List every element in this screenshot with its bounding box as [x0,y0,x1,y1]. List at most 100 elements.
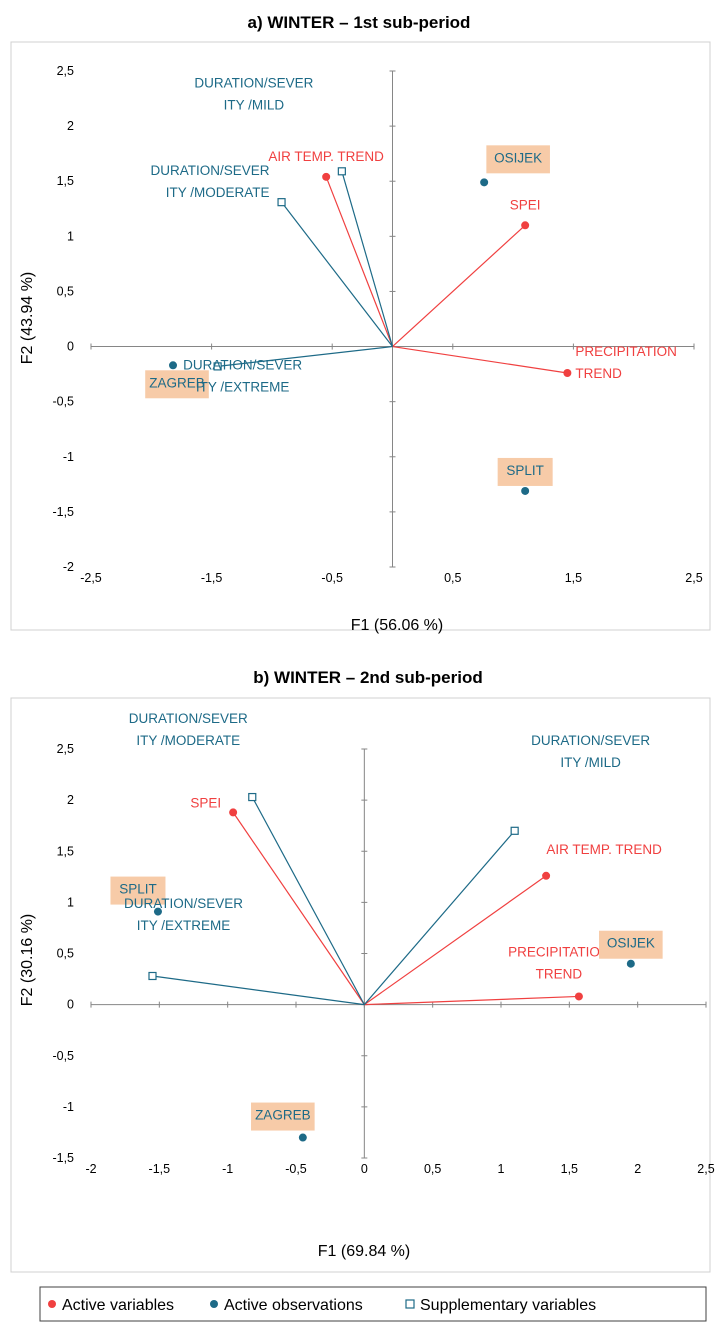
data-point-square [148,971,157,981]
y-tick-label: -1,5 [52,505,74,519]
x-tick-label: -0,5 [321,571,343,585]
x-tick-label: 2 [634,1162,641,1176]
vector-line [363,830,516,1006]
x-tick-label: 1,5 [561,1162,578,1176]
chart-b-x-axis-title: F1 (69.84 %) [318,1243,410,1260]
x-tick-label: -1 [222,1162,233,1176]
vector-line [281,201,393,347]
y-tick-label: 1 [67,229,74,243]
y-tick-label: -1 [63,1100,74,1114]
y-tick-label: -1 [63,450,74,464]
x-tick-label: 2,5 [685,571,702,585]
y-tick-label: -0,5 [52,1049,74,1063]
chart-b-y-axis-title: F2 (30.16 %) [19,914,36,1006]
legend-marker [405,1299,415,1309]
chart-a: a) WINTER – 1st sub-period -2,5 -1,5 -0,5 0… [10,13,711,634]
label-highlight [251,1102,315,1131]
y-tick-label: -2 [63,560,74,574]
legend-label: Active observations [224,1297,363,1314]
point-label: SPEI [510,197,541,212]
data-point-square [213,362,222,371]
chart-a-plot-border [10,41,711,631]
point-label: OSIJEK [494,150,542,165]
y-tick-label: 2 [67,793,74,807]
vector-line [392,345,568,374]
point-label: TREND [536,966,583,981]
x-tick-label: 1 [498,1162,505,1176]
chart-a-plot: -2,5 -1,5 -0,5 0,5 1,5 2,5 2,5 2 1,5 1 0,5 0 -0,5 -1 -… [52,64,702,585]
data-point [563,369,572,378]
legend-marker [48,1300,56,1308]
data-point-square [248,792,257,802]
point-label: ITY /EXTREME [196,379,290,394]
y-tick-label: 1,5 [57,174,74,188]
point-label: DURATION/SEVER [531,733,650,748]
y-tick-label: 0 [67,340,74,354]
chart-a-title: a) WINTER – 1st sub-period [248,13,471,32]
legend-label: Active variables [62,1297,174,1314]
y-tick-label: 2,5 [57,742,74,756]
legend-items: Active variables Active observations Suppl… [48,1297,596,1314]
vector-line [152,975,365,1006]
data-point-square [277,198,286,207]
point-label: ITY /MODERATE [136,733,240,748]
y-tick-label: 2 [67,119,74,133]
chart-a-y-axis-title: F2 (43.94 %) [19,272,36,364]
x-tick-label: 0,5 [424,1162,441,1176]
y-tick-label: -1,5 [52,1151,74,1165]
point-label: ZAGREB [255,1108,311,1123]
point-label: SPLIT [119,882,157,897]
legend-marker [210,1300,218,1308]
point-label: SPEI [190,795,221,810]
data-point [574,992,583,1001]
y-tick-label: 0,5 [57,947,74,961]
point-label: DURATION/SEVER [129,711,248,726]
point-label: DURATION/SEVER [194,75,313,90]
chart-b-plot: -2 -1,5 -1 -0,5 0 0,5 1 1,5 2 2,5 2,5 2 1,5 1 0,5 0 -0,5… [52,711,714,1176]
data-point [322,172,331,181]
y-tick-label: 1 [67,895,74,909]
point-label: DURATION/SEVER [124,896,243,911]
chart-b: b) WINTER – 2nd sub-period -2 -1,5 -1 -0,5 0… [10,668,715,1273]
y-tick-label: 1,5 [57,844,74,858]
chart-b-title: b) WINTER – 2nd sub-period [253,668,483,687]
vector-line [364,995,579,1006]
label-highlight [110,876,166,905]
x-tick-label: -0,5 [285,1162,307,1176]
x-tick-label: 0,5 [444,571,461,585]
chart-b-plot-border [10,697,711,1273]
x-tick-label: -2,5 [80,571,102,585]
point-label: ITY /MILD [560,755,621,770]
x-tick-label: 2,5 [697,1162,714,1176]
vector-line [251,796,365,1005]
data-point [298,1133,307,1142]
data-point [169,361,178,370]
vector-line [232,812,365,1005]
label-highlight [486,145,550,174]
legend: Active variables Active observations Suppl… [39,1286,707,1322]
label-highlight [145,370,209,399]
y-tick-label: 2,5 [57,64,74,78]
data-point [521,486,530,495]
data-point [153,907,162,916]
point-label: AIR TEMP. TREND [546,842,662,857]
point-label: ZAGREB [149,375,205,390]
point-label: ITY /EXTREME [137,918,231,933]
data-point-square [337,167,346,176]
point-label: AIR TEMP. TREND [268,149,384,164]
label-highlight [497,457,553,486]
vector-line [363,875,547,1006]
x-tick-label: 1,5 [565,571,582,585]
vector-line [341,171,394,347]
vector-line [392,224,526,347]
data-point [229,808,238,817]
point-label: TREND [575,366,622,381]
point-label: ITY /MILD [224,97,285,112]
point-label: OSIJEK [607,936,655,951]
point-label: PRECIPITATION [508,944,610,959]
data-point [480,178,489,187]
data-point [521,221,530,230]
y-tick-label: -0,5 [52,395,74,409]
legend-label: Supplementary variables [420,1297,596,1314]
